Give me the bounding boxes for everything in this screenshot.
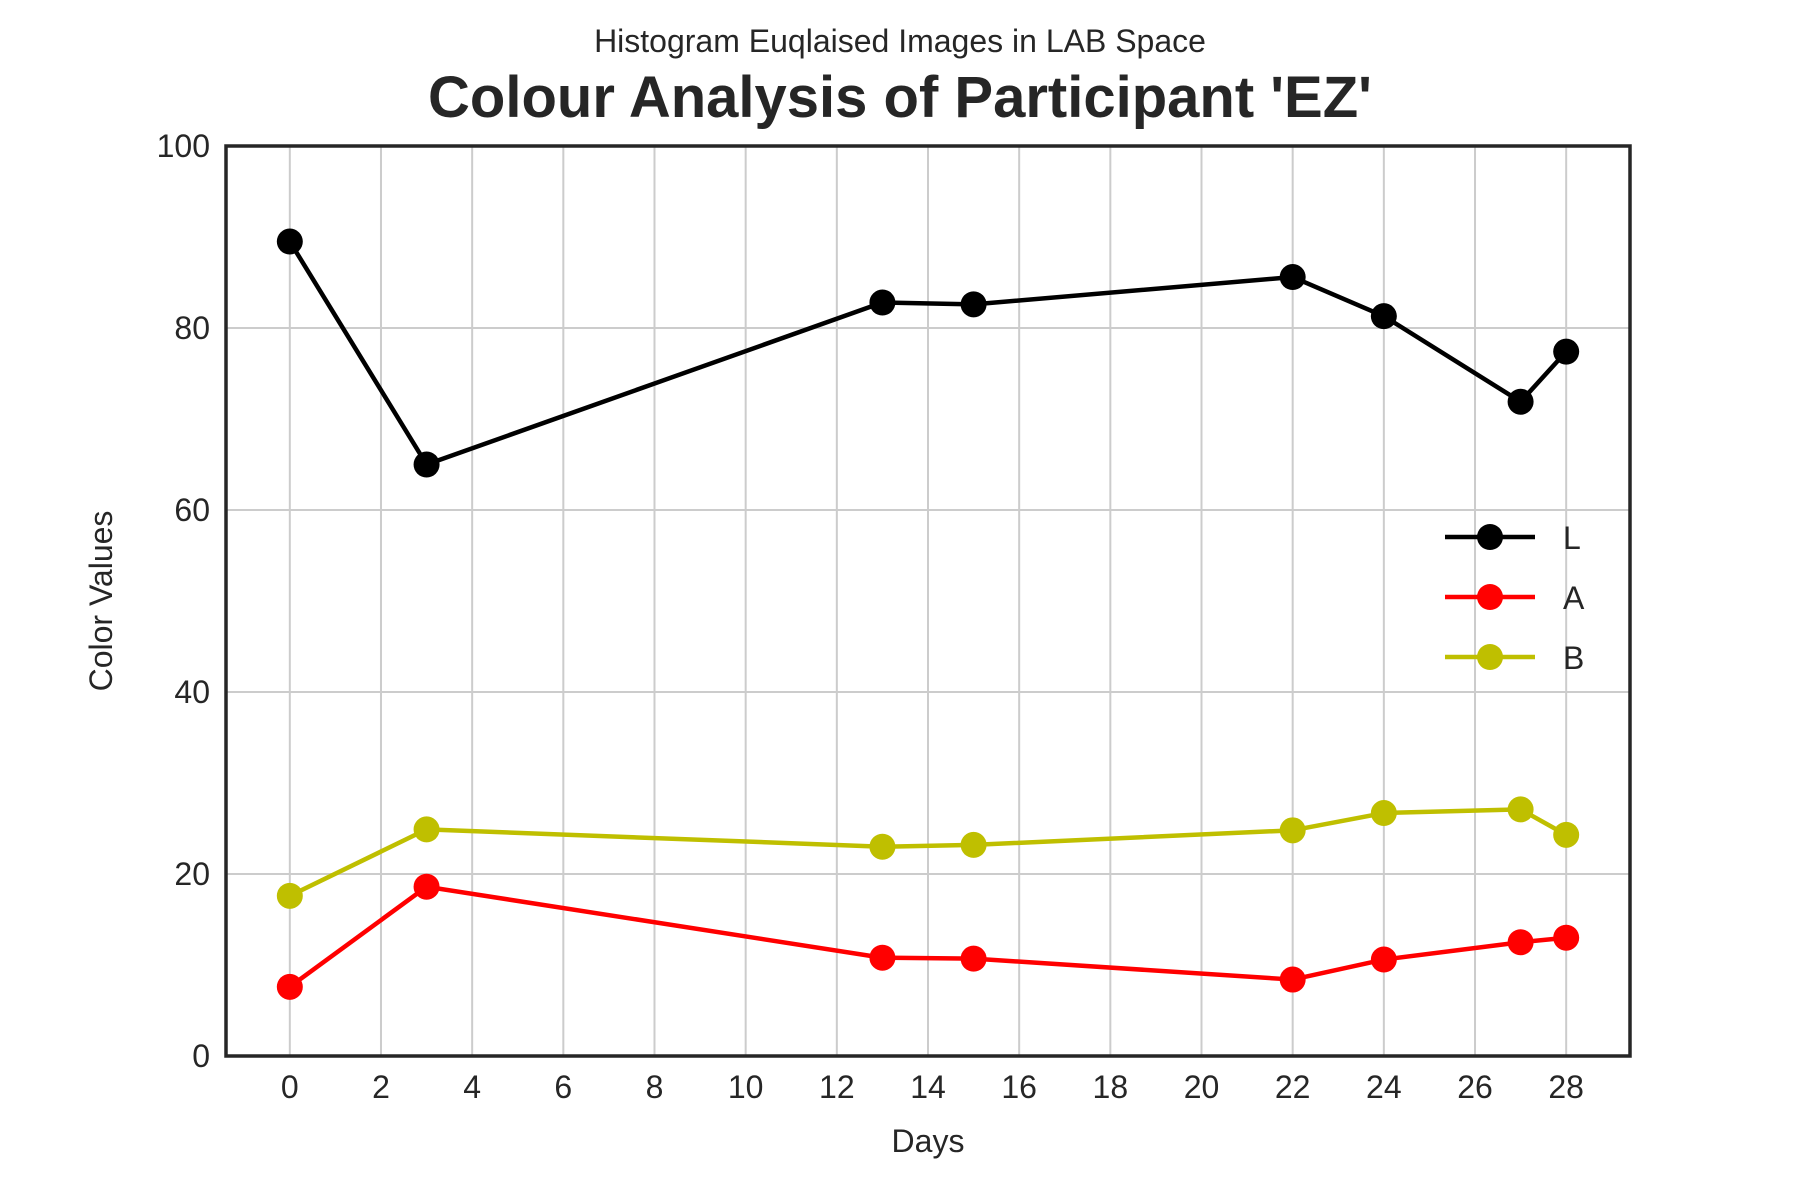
y-tick-label: 40 xyxy=(174,674,210,710)
x-tick-label: 16 xyxy=(1001,1069,1037,1105)
series-a xyxy=(276,873,1580,1000)
y-tick-label: 20 xyxy=(174,856,210,892)
x-tick-label: 20 xyxy=(1184,1069,1220,1105)
data-point-l xyxy=(1279,264,1306,291)
chart-title: Colour Analysis of Participant 'EZ' xyxy=(428,65,1372,130)
legend-item-b: B xyxy=(1445,640,1584,676)
data-point-l xyxy=(1507,388,1534,415)
data-point-b xyxy=(960,831,987,858)
legend-label-b: B xyxy=(1563,640,1584,676)
x-tick-label: 12 xyxy=(819,1069,855,1105)
data-point-a xyxy=(960,945,987,972)
data-point-l xyxy=(1553,338,1580,365)
data-point-l xyxy=(413,451,440,478)
x-tick-label: 8 xyxy=(646,1069,664,1105)
data-point-a xyxy=(1279,966,1306,993)
data-point-a xyxy=(413,873,440,900)
x-tick-label: 4 xyxy=(463,1069,481,1105)
legend-item-a: A xyxy=(1445,580,1585,616)
series-line-a xyxy=(288,884,1567,989)
x-axis-ticks: 0 2 4 6 8 10 12 14 16 18 20 22 24 26 28 xyxy=(281,1069,1584,1105)
data-point-b xyxy=(1370,800,1397,827)
data-point-b xyxy=(1553,821,1580,848)
data-point-b xyxy=(869,833,896,860)
y-axis-ticks: 0 20 40 60 80 100 xyxy=(157,128,210,1074)
grid xyxy=(226,145,1630,1057)
legend: LAB xyxy=(1445,520,1585,676)
x-tick-label: 22 xyxy=(1275,1069,1311,1105)
x-tick-label: 2 xyxy=(372,1069,390,1105)
x-tick-label: 26 xyxy=(1457,1069,1493,1105)
plot-frame xyxy=(224,144,1632,1058)
legend-label-a: A xyxy=(1563,580,1585,616)
legend-marker-l xyxy=(1477,524,1503,550)
data-point-a xyxy=(276,973,303,1000)
x-tick-label: 24 xyxy=(1366,1069,1402,1105)
chart-suptitle: Histogram Euqlaised Images in LAB Space xyxy=(594,23,1206,59)
data-point-b xyxy=(1507,796,1534,823)
data-point-a xyxy=(1370,946,1397,973)
data-point-l xyxy=(960,291,987,318)
x-tick-label: 14 xyxy=(910,1069,946,1105)
x-tick-label: 10 xyxy=(728,1069,764,1105)
series-b xyxy=(276,796,1580,909)
y-tick-label: 0 xyxy=(192,1038,210,1074)
data-point-a xyxy=(869,944,896,971)
y-axis-label: Color Values xyxy=(83,511,119,692)
x-tick-label: 18 xyxy=(1093,1069,1129,1105)
data-point-b xyxy=(1279,817,1306,844)
data-point-l xyxy=(869,289,896,316)
legend-marker-b xyxy=(1477,644,1503,670)
x-tick-label: 0 xyxy=(281,1069,299,1105)
y-tick-label: 60 xyxy=(174,492,210,528)
data-point-a xyxy=(1553,924,1580,951)
y-tick-label: 80 xyxy=(174,310,210,346)
x-axis-label: Days xyxy=(892,1123,965,1159)
series-l xyxy=(276,228,1580,478)
legend-item-l: L xyxy=(1445,520,1581,556)
series-group xyxy=(276,228,1580,1000)
series-line-l xyxy=(287,240,1568,467)
data-point-l xyxy=(1370,303,1397,330)
data-point-b xyxy=(276,882,303,909)
data-point-l xyxy=(276,228,303,255)
legend-marker-a xyxy=(1477,584,1503,610)
series-line-b xyxy=(288,807,1568,898)
x-tick-label: 28 xyxy=(1548,1069,1584,1105)
legend-label-l: L xyxy=(1563,520,1581,556)
x-tick-label: 6 xyxy=(554,1069,572,1105)
data-point-a xyxy=(1507,929,1534,956)
y-tick-label: 100 xyxy=(157,128,210,164)
data-point-b xyxy=(413,816,440,843)
